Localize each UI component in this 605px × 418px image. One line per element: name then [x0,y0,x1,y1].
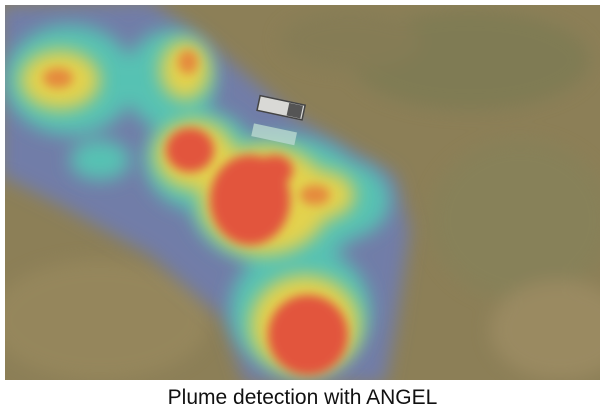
photo [5,5,600,380]
field-texture [5,10,600,380]
vehicle [256,94,307,121]
plume-peak [43,50,348,375]
caption: Plume detection with ANGEL [167,386,438,409]
vehicle [251,123,297,146]
aerial-plume-image [5,5,600,380]
